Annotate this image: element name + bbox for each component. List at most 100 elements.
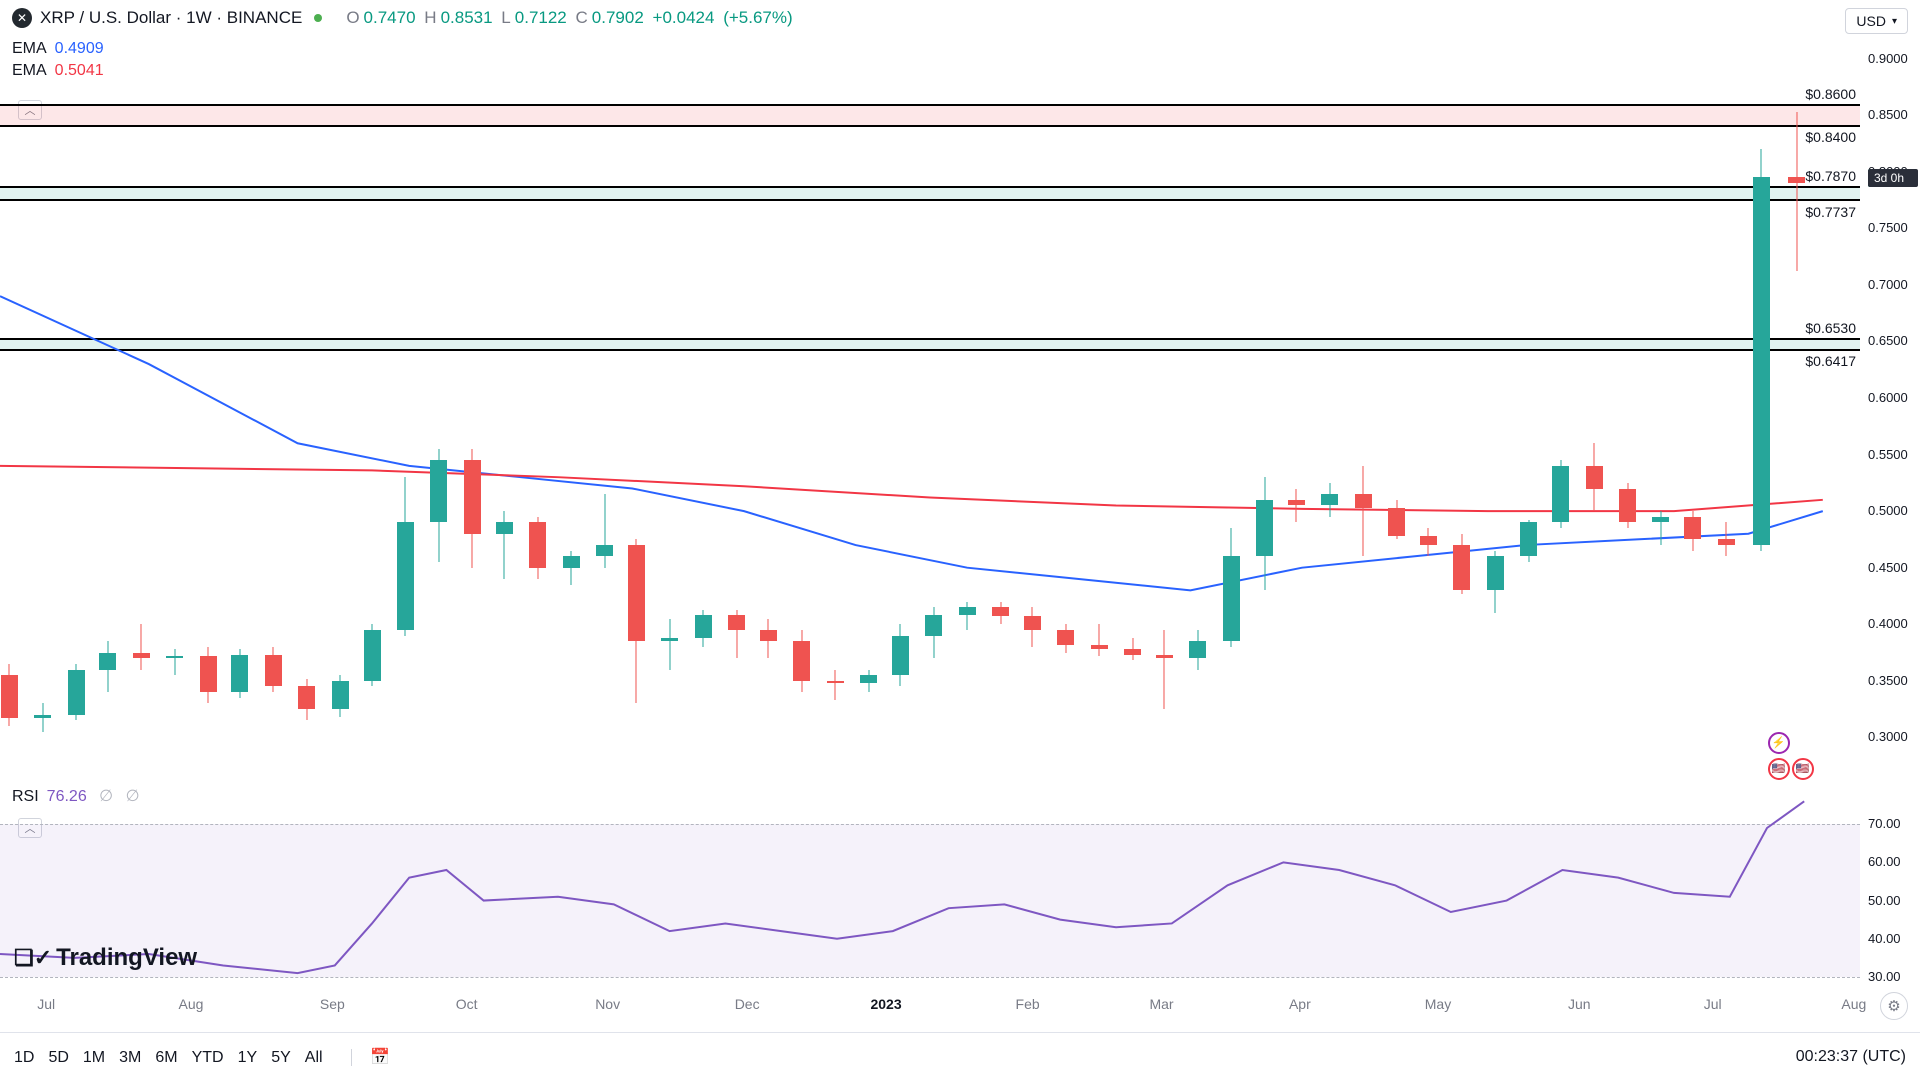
- candle: [200, 36, 217, 760]
- time-axis[interactable]: JulAugSepOctNovDec2023FebMarAprMayJunJul…: [0, 996, 1860, 1024]
- candle: [496, 36, 513, 760]
- candle: [1684, 36, 1701, 760]
- candle: [728, 36, 745, 760]
- candle: [133, 36, 150, 760]
- price-badge-countdown: 3d 0h: [1868, 169, 1918, 187]
- tradingview-watermark: ❏✓ TradingView: [14, 944, 197, 972]
- candle: [1288, 36, 1305, 760]
- candle: [661, 36, 678, 760]
- candle: [265, 36, 282, 760]
- time-tick: Aug: [1841, 996, 1866, 1012]
- candle: [1189, 36, 1206, 760]
- candle: [1256, 36, 1273, 760]
- bottom-toolbar: 1D 5D 1M 3M 6M YTD 1Y 5Y All 📅 00:23:37 (UTC): [0, 1032, 1920, 1080]
- zone-label: $0.6530: [1805, 320, 1856, 336]
- price-tick: 0.5000: [1868, 503, 1908, 518]
- time-tick: Jun: [1568, 996, 1591, 1012]
- rsi-axis[interactable]: 70.0060.0050.0040.0030.00: [1860, 786, 1920, 996]
- candle: [563, 36, 580, 760]
- candle: [166, 36, 183, 760]
- candle: [1156, 36, 1173, 760]
- clock-display[interactable]: 00:23:37 (UTC): [1796, 1048, 1906, 1066]
- event-icon[interactable]: ⚡: [1768, 732, 1790, 754]
- time-tick: Feb: [1016, 996, 1040, 1012]
- candle: [464, 36, 481, 760]
- range-button-5d[interactable]: 5D: [48, 1049, 68, 1066]
- event-icon[interactable]: 🇺🇸: [1768, 758, 1790, 780]
- candle: [760, 36, 777, 760]
- candle: [1124, 36, 1141, 760]
- candle: [827, 36, 844, 760]
- candle: [1420, 36, 1437, 760]
- rsi-tick: 30.00: [1868, 969, 1901, 984]
- time-tick: Jul: [37, 996, 55, 1012]
- calendar-icon[interactable]: 📅: [351, 1049, 390, 1066]
- tradingview-icon: ❏✓: [14, 945, 52, 971]
- candle: [1091, 36, 1108, 760]
- price-tick: 0.9000: [1868, 51, 1908, 66]
- price-tick: 0.6000: [1868, 390, 1908, 405]
- time-tick: Jul: [1704, 996, 1722, 1012]
- time-tick: Dec: [735, 996, 760, 1012]
- candle: [596, 36, 613, 760]
- chevron-down-icon: ▾: [1892, 16, 1897, 27]
- candle: [1718, 36, 1735, 760]
- candle: [1388, 36, 1405, 760]
- event-icon[interactable]: 🇺🇸: [1792, 758, 1814, 780]
- candle: [68, 36, 85, 760]
- candle: [628, 36, 645, 760]
- price-tick: 0.7000: [1868, 277, 1908, 292]
- range-button-1d[interactable]: 1D: [14, 1049, 34, 1066]
- candle: [992, 36, 1009, 760]
- range-button-ytd[interactable]: YTD: [192, 1049, 224, 1066]
- candle: [529, 36, 546, 760]
- candle: [959, 36, 976, 760]
- rsi-tick: 40.00: [1868, 931, 1901, 946]
- time-tick: Sep: [320, 996, 345, 1012]
- candle: [397, 36, 414, 760]
- range-button-1y[interactable]: 1Y: [238, 1049, 258, 1066]
- price-axis[interactable]: 0.90000.85000.80000.75000.70000.65000.60…: [1860, 36, 1920, 760]
- price-chart-area[interactable]: $0.8600$0.8400$0.7870$0.7737$0.6530$0.64…: [0, 36, 1860, 760]
- candle: [298, 36, 315, 760]
- candle: [1321, 36, 1338, 760]
- time-tick: Nov: [595, 996, 620, 1012]
- time-tick: Oct: [456, 996, 478, 1012]
- candle: [231, 36, 248, 760]
- pair-title[interactable]: XRP / U.S. Dollar · 1W · BINANCE: [40, 8, 302, 28]
- price-tick: 0.4000: [1868, 616, 1908, 631]
- ohlc-display: O0.7470 H0.8531 L0.7122 C0.7902 +0.0424 …: [346, 8, 796, 28]
- candle: [1024, 36, 1041, 760]
- candle: [1223, 36, 1240, 760]
- range-button-6m[interactable]: 6M: [155, 1049, 177, 1066]
- candle: [364, 36, 381, 760]
- rsi-tick: 70.00: [1868, 816, 1901, 831]
- currency-select[interactable]: USD ▾: [1845, 8, 1908, 34]
- time-tick: Apr: [1289, 996, 1311, 1012]
- rsi-panel[interactable]: RSI76.26 ∅ ∅ ︿: [0, 786, 1860, 996]
- candle: [1619, 36, 1636, 760]
- candle: [430, 36, 447, 760]
- price-tick: 0.5500: [1868, 447, 1908, 462]
- time-range-buttons: 1D 5D 1M 3M 6M YTD 1Y 5Y All: [14, 1049, 337, 1066]
- zone-label: $0.8600: [1805, 86, 1856, 102]
- range-button-3m[interactable]: 3M: [119, 1049, 141, 1066]
- candle: [1520, 36, 1537, 760]
- candle: [1753, 36, 1770, 760]
- coin-icon: ✕: [12, 8, 32, 28]
- zone-label: $0.6417: [1805, 353, 1856, 369]
- candle: [1586, 36, 1603, 760]
- status-dot: [314, 14, 322, 22]
- candle: [332, 36, 349, 760]
- candle: [1788, 36, 1805, 760]
- candle: [793, 36, 810, 760]
- range-button-all[interactable]: All: [305, 1049, 323, 1066]
- chart-settings-icon[interactable]: ⚙: [1880, 992, 1908, 1020]
- time-tick: 2023: [870, 996, 901, 1012]
- candle: [1552, 36, 1569, 760]
- price-tick: 0.8500: [1868, 107, 1908, 122]
- range-button-1m[interactable]: 1M: [83, 1049, 105, 1066]
- candle: [1453, 36, 1470, 760]
- range-button-5y[interactable]: 5Y: [271, 1049, 291, 1066]
- candle: [695, 36, 712, 760]
